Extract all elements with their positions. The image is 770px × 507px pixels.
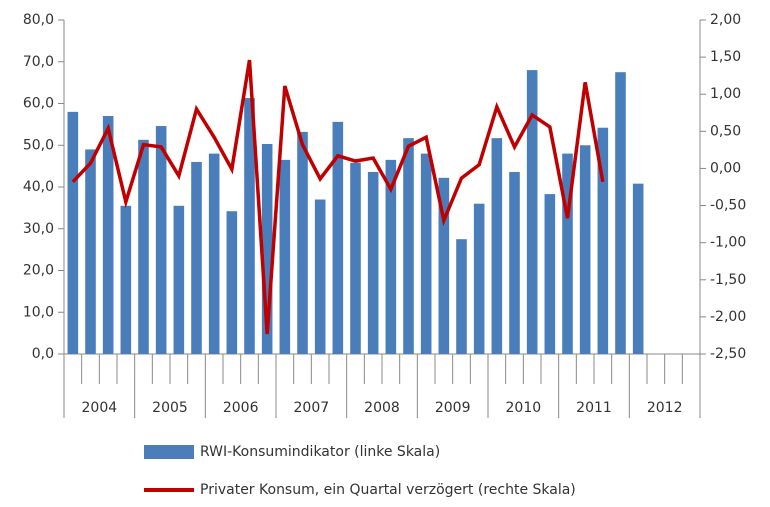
year-label: 2007 <box>294 400 330 416</box>
bar <box>562 153 573 354</box>
y-tick-label: 40,0 <box>23 179 54 195</box>
bar <box>367 171 379 354</box>
bar <box>615 72 626 354</box>
year-label: 2006 <box>223 400 259 416</box>
bar <box>438 177 450 354</box>
bar <box>491 138 503 354</box>
bar <box>261 143 273 354</box>
y2-tick-label: -1,00 <box>710 235 746 251</box>
bar <box>350 162 361 354</box>
line <box>71 59 605 335</box>
bar <box>67 111 79 354</box>
year-label: 2012 <box>647 400 683 416</box>
year-label: 2008 <box>364 400 400 416</box>
bar <box>173 205 185 354</box>
bar <box>102 116 114 355</box>
bar <box>208 153 220 354</box>
bar <box>226 211 238 354</box>
bar <box>244 98 255 354</box>
bar <box>138 139 149 354</box>
y2-tick-label: -2,50 <box>710 346 746 362</box>
y-tick-label: 60,0 <box>23 96 54 112</box>
year-label: 2010 <box>506 400 542 416</box>
y2-tick-label: 0,00 <box>710 160 741 176</box>
y2-tick-label: -1,50 <box>710 272 746 288</box>
bar <box>191 161 202 354</box>
y-tick-label: 80,0 <box>23 12 54 28</box>
bar <box>597 127 609 354</box>
bar <box>385 159 397 354</box>
bar <box>544 194 556 354</box>
bar <box>403 138 414 354</box>
bar <box>314 199 326 354</box>
y-tick-label: 10,0 <box>23 304 54 320</box>
y2-tick-label: 2,00 <box>710 12 741 28</box>
bar <box>297 131 308 354</box>
legend-label: Privater Konsum, ein Quartal verzögert (… <box>200 482 576 498</box>
bar <box>120 205 132 354</box>
bar <box>632 183 644 354</box>
year-label: 2005 <box>152 400 188 416</box>
y2-tick-label: -2,00 <box>710 309 746 325</box>
bar <box>509 171 520 354</box>
bar <box>526 70 538 354</box>
y2-tick-label: 0,50 <box>710 123 741 139</box>
bar <box>473 203 485 354</box>
legend-swatch <box>144 445 194 459</box>
bar <box>420 153 432 354</box>
y-tick-label: 30,0 <box>23 221 54 237</box>
bar <box>332 121 344 355</box>
y-tick-label: 20,0 <box>23 263 54 279</box>
y2-tick-label: -0,50 <box>710 198 746 214</box>
bar <box>579 145 591 354</box>
y-tick-label: 70,0 <box>23 54 54 70</box>
bar <box>456 239 467 354</box>
y-tick-label: 50,0 <box>23 137 54 153</box>
year-label: 2011 <box>576 400 612 416</box>
bar <box>155 126 167 354</box>
bar <box>85 149 96 354</box>
legend-label: RWI-Konsumindikator (linke Skala) <box>200 444 440 460</box>
year-label: 2009 <box>435 400 471 416</box>
year-label: 2004 <box>82 400 118 416</box>
y2-tick-label: 1,50 <box>710 49 741 65</box>
y-tick-label: 0,0 <box>32 346 54 362</box>
y2-tick-label: 1,00 <box>710 86 741 102</box>
bar <box>279 159 291 354</box>
